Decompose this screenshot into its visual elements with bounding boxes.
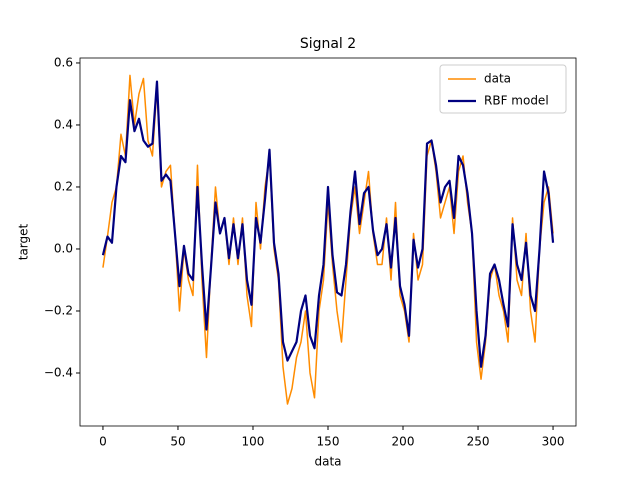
x-tick-label: 0 bbox=[99, 435, 107, 449]
y-tick-label: 0.6 bbox=[54, 55, 73, 69]
y-tick-label: −0.2 bbox=[44, 303, 73, 317]
series-line bbox=[101, 80, 555, 368]
x-tick-label: 150 bbox=[317, 435, 340, 449]
y-tick-label: 0.0 bbox=[54, 241, 73, 255]
plot-frame bbox=[79, 57, 577, 427]
x-tick-label: 100 bbox=[242, 435, 265, 449]
series-line bbox=[102, 74, 554, 405]
x-tick-label: 200 bbox=[392, 435, 415, 449]
x-tick-label: 300 bbox=[542, 435, 565, 449]
x-tick-label: 250 bbox=[467, 435, 490, 449]
legend-label: RBF model bbox=[484, 94, 549, 108]
y-tick-label: −0.4 bbox=[44, 365, 73, 379]
y-tick-label: 0.2 bbox=[54, 179, 73, 193]
y-axis-label: target bbox=[17, 223, 31, 260]
chart-title: Signal 2 bbox=[300, 36, 356, 52]
legend-label: data bbox=[484, 72, 511, 86]
x-tick-label: 50 bbox=[170, 435, 185, 449]
y-tick-label: 0.4 bbox=[54, 117, 73, 131]
x-axis-label: data bbox=[314, 455, 341, 469]
